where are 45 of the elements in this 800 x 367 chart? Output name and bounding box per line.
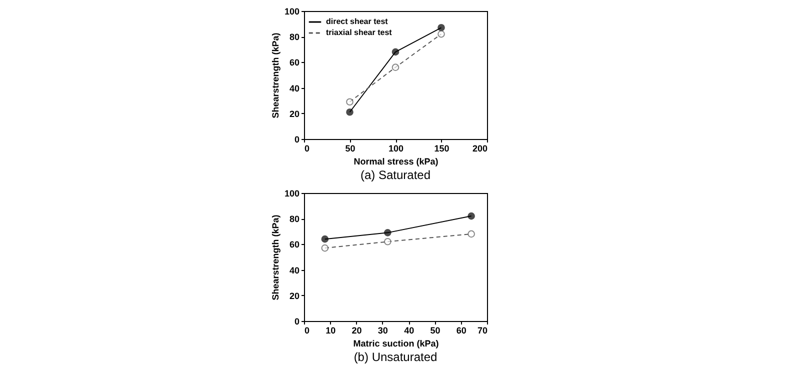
- y-tick-label: 40: [289, 83, 300, 94]
- legend-label: direct shear test: [326, 17, 388, 26]
- text: (b) Unsaturated: [354, 350, 438, 364]
- y-tick-label: 20: [289, 290, 300, 301]
- point: [384, 238, 392, 246]
- point: [321, 235, 329, 243]
- x-tick-label: 50: [430, 326, 440, 336]
- y-tick-label: 100: [284, 6, 300, 16]
- x-axis-title: Normal stress (kPa): [354, 156, 438, 166]
- point: [438, 30, 445, 38]
- y-tick-label: 0: [294, 134, 300, 144]
- y-tick-label: 60: [289, 240, 300, 250]
- y-tick-label: 0: [294, 316, 300, 326]
- y-tick-label: 20: [289, 108, 300, 119]
- point: [346, 98, 354, 106]
- x-tick-label: 50: [345, 144, 356, 154]
- x-tick-label: 20: [352, 326, 362, 336]
- text: (a) Saturated: [360, 168, 431, 182]
- point: [321, 244, 329, 252]
- x-tick-label: 150: [434, 144, 450, 154]
- point: [468, 212, 475, 220]
- x-tick-label: 70: [477, 326, 488, 336]
- point: [468, 230, 475, 238]
- x-tick-label: 100: [388, 144, 404, 154]
- y-tick-label: 100: [284, 188, 300, 198]
- x-tick-label: 40: [404, 326, 414, 336]
- y-tick-label: 80: [289, 32, 300, 42]
- y-axis-title: Shearstrength (kPa): [270, 32, 280, 118]
- x-axis-title: Matric suction (kPa): [353, 338, 439, 348]
- point: [392, 64, 400, 71]
- y-tick-label: 80: [289, 214, 300, 224]
- x-tick-label: 30: [378, 326, 388, 336]
- x-tick-label: 0: [304, 144, 310, 154]
- x-tick-label: 10: [326, 326, 336, 336]
- legend-label: triaxial shear test: [326, 28, 392, 37]
- point: [346, 108, 354, 116]
- y-tick-label: 60: [289, 58, 300, 68]
- point: [392, 48, 400, 56]
- x-tick-label: 0: [304, 326, 310, 336]
- y-axis-title: Shearstrength (kPa): [270, 214, 280, 300]
- point: [438, 24, 445, 32]
- point: [384, 229, 392, 236]
- x-tick-label: 200: [472, 144, 488, 154]
- x-tick-label: 60: [456, 326, 466, 336]
- y-tick-label: 40: [289, 265, 300, 276]
